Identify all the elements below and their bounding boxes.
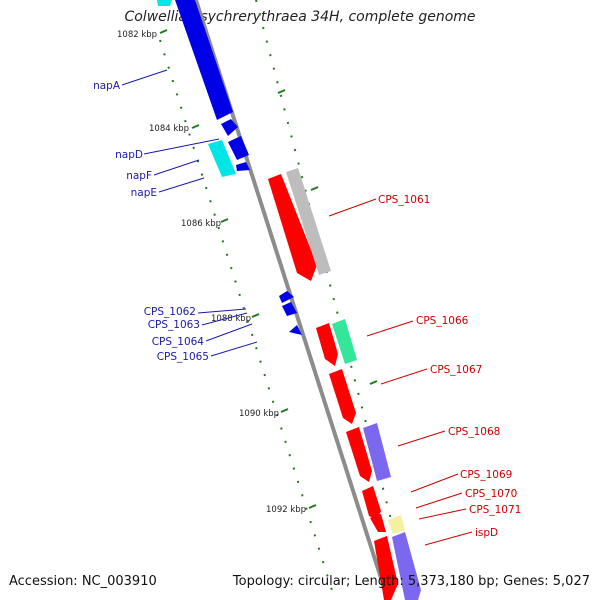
leader-line — [201, 312, 248, 326]
gene-arrow-CPS_1063[interactable] — [282, 302, 297, 316]
tick-mark — [308, 504, 317, 509]
tick-mark — [369, 380, 378, 385]
gene-arrow-CPS_1069[interactable] — [362, 486, 381, 520]
tick-label: 1092 kbp — [266, 505, 306, 515]
reverse-strand-features — [157, 0, 302, 335]
gene-arrow-slate[interactable] — [363, 423, 391, 481]
gene-label-napF[interactable]: napF — [126, 170, 152, 182]
gene-arrow-CPS_1070[interactable] — [370, 514, 386, 532]
gene-arrow-CPS_1066[interactable] — [316, 323, 338, 366]
leader-line — [418, 508, 467, 520]
tick-mark — [220, 218, 229, 223]
gene-label-CPS_1061[interactable]: CPS_1061 — [378, 194, 430, 206]
tick-mark — [191, 124, 200, 129]
leader-line — [210, 341, 258, 357]
genome-summary-text: Topology: circular; Length: 5,373,180 bp… — [232, 574, 590, 589]
gene-label-ispD[interactable]: ispD — [475, 527, 498, 539]
gene-arrow-grey[interactable] — [286, 168, 331, 275]
tick-label: 1084 kbp — [149, 124, 189, 134]
gene-label-CPS_1071[interactable]: CPS_1071 — [469, 504, 521, 516]
tick-label: 1086 kbp — [181, 219, 221, 229]
reverse-leader-lines — [121, 69, 258, 357]
gene-arrow-CPS_1062[interactable] — [279, 291, 294, 303]
gene-label-napA[interactable]: napA — [93, 80, 121, 92]
gene-arrow-CPS_1065[interactable] — [289, 325, 302, 335]
accession-text: Accession: NC_003910 — [9, 574, 157, 589]
forward-strand-features — [268, 168, 421, 600]
tick-label: 1088 kbp — [211, 314, 251, 324]
tick-label: 1090 kbp — [239, 409, 279, 419]
gene-arrow-yellow[interactable] — [388, 515, 405, 534]
gene-arrow-slate-2[interactable] — [392, 532, 421, 600]
leader-line — [397, 430, 446, 447]
leader-line — [121, 69, 168, 86]
leader-line — [424, 531, 473, 546]
tick-mark — [310, 186, 319, 191]
gene-arrow-CPS_1067[interactable] — [329, 369, 356, 424]
gene-arrow-napA[interactable] — [175, 0, 233, 120]
scale-track-outer — [255, 0, 413, 600]
leader-line — [197, 308, 247, 314]
gene-label-CPS_1070[interactable]: CPS_1070 — [465, 488, 517, 500]
leader-line — [380, 368, 428, 385]
tick-mark — [277, 89, 286, 94]
tick-mark — [159, 29, 168, 34]
gene-arrow-CPS_1068[interactable] — [346, 427, 372, 482]
gene-label-CPS_1062[interactable]: CPS_1062 — [144, 306, 196, 318]
gene-label-CPS_1066[interactable]: CPS_1066 — [416, 315, 469, 327]
leader-line — [153, 159, 200, 176]
scale-ticks — [159, 29, 378, 509]
leader-line — [143, 138, 220, 155]
gene-label-napD[interactable]: napD — [115, 149, 143, 161]
gene-arrow-napF[interactable] — [228, 136, 249, 160]
gene-arrow-green[interactable] — [332, 319, 357, 364]
gene-label-CPS_1063[interactable]: CPS_1063 — [148, 319, 200, 331]
gene-arrow-ispD[interactable] — [374, 536, 398, 600]
gene-arrow-rna-2[interactable] — [208, 140, 236, 177]
forward-leader-lines — [328, 198, 473, 546]
gene-label-CPS_1068[interactable]: CPS_1068 — [448, 426, 500, 438]
leader-line — [415, 492, 463, 509]
tick-mark — [251, 313, 260, 318]
gene-label-CPS_1065[interactable]: CPS_1065 — [157, 351, 209, 363]
leader-line — [158, 177, 205, 193]
leader-line — [328, 198, 377, 217]
map-title: Colwellia psychrerythraea 34H, complete … — [124, 9, 476, 25]
gene-label-napE[interactable]: napE — [131, 187, 157, 199]
gene-arrow-rna[interactable] — [157, 0, 172, 6]
tick-mark — [280, 408, 289, 413]
tick-label: 1082 kbp — [117, 30, 157, 40]
gene-arrow-CPS_1061[interactable] — [268, 174, 317, 281]
gene-label-CPS_1069[interactable]: CPS_1069 — [460, 469, 512, 481]
gene-arrow-napD[interactable] — [221, 119, 238, 136]
leader-line — [366, 320, 414, 337]
gene-arrow-napE[interactable] — [236, 162, 250, 171]
leader-line — [410, 473, 459, 493]
gene-label-CPS_1064[interactable]: CPS_1064 — [152, 336, 205, 348]
leader-line — [205, 323, 253, 342]
gene-label-CPS_1067[interactable]: CPS_1067 — [430, 364, 482, 376]
